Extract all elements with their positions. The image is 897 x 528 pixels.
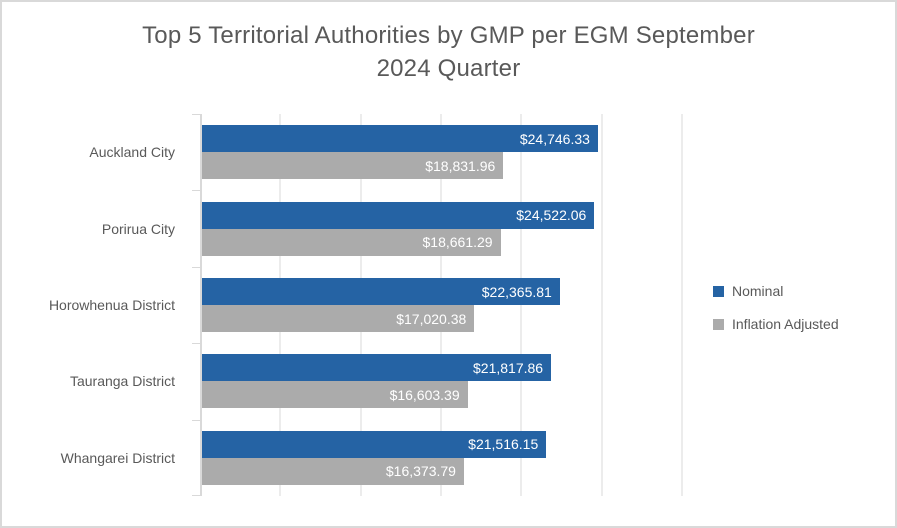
axis-tick bbox=[192, 266, 200, 268]
bar-nominal: $21,817.86 bbox=[202, 354, 552, 382]
category-label: Porirua City bbox=[101, 220, 175, 237]
axis-tick bbox=[192, 343, 200, 345]
chart-title-line-1: Top 5 Territorial Authorities by GMP per… bbox=[142, 22, 755, 49]
axis-tick bbox=[192, 114, 200, 115]
bar-group: $21,817.86 $16,603.39 bbox=[202, 343, 682, 419]
category-label: Auckland City bbox=[89, 144, 175, 161]
legend-label: Nominal bbox=[732, 283, 784, 299]
data-label: $24,522.06 bbox=[516, 207, 587, 224]
axis-tick bbox=[192, 419, 200, 421]
legend-swatch-icon bbox=[713, 285, 724, 297]
category-label: Horowhenua District bbox=[48, 297, 175, 314]
category-axis-labels: Auckland City Porirua City Horowhenua Dist… bbox=[2, 114, 188, 496]
bar-inflation-adjusted: $18,661.29 bbox=[202, 228, 501, 256]
legend: Nominal Inflation Adjusted bbox=[713, 283, 839, 332]
bar-group: $21,516.15 $16,373.79 bbox=[202, 420, 682, 496]
category-axis-line bbox=[200, 114, 202, 496]
data-label: $18,661.29 bbox=[422, 234, 493, 251]
bar-inflation-adjusted: $16,603.39 bbox=[202, 381, 468, 409]
gridline-30000 bbox=[681, 114, 683, 496]
bar-nominal: $24,746.33 bbox=[202, 125, 598, 153]
data-label: $17,020.38 bbox=[396, 310, 467, 327]
legend-swatch-icon bbox=[713, 318, 724, 330]
bar-group: $22,365.81 $17,020.38 bbox=[202, 267, 682, 343]
category-label: Tauranga District bbox=[69, 373, 175, 390]
axis-tick bbox=[192, 495, 200, 496]
bar-nominal: $24,522.06 bbox=[202, 201, 595, 229]
axis-tick bbox=[192, 190, 200, 192]
bar-nominal: $22,365.81 bbox=[202, 278, 560, 306]
legend-item-inflation-adjusted: Inflation Adjusted bbox=[713, 316, 839, 332]
data-label: $24,746.33 bbox=[519, 130, 590, 147]
data-label: $16,603.39 bbox=[389, 386, 460, 403]
bar-group: $24,522.06 $18,661.29 bbox=[202, 190, 682, 266]
legend-label: Inflation Adjusted bbox=[732, 316, 839, 332]
data-label: $18,831.96 bbox=[425, 157, 496, 174]
chart-title-line-2: 2024 Quarter bbox=[376, 55, 521, 82]
data-label: $22,365.81 bbox=[481, 283, 552, 300]
chart-title: Top 5 Territorial Authorities by GMP per… bbox=[2, 19, 895, 85]
bar-inflation-adjusted: $17,020.38 bbox=[202, 305, 475, 333]
bar-nominal: $21,516.15 bbox=[202, 430, 547, 458]
category-label: Whangarei District bbox=[60, 449, 175, 466]
bar-group: $24,746.33 $18,831.96 bbox=[202, 114, 682, 190]
bar-inflation-adjusted: $16,373.79 bbox=[202, 457, 464, 485]
plot-area: $24,746.33 $18,831.96 $24,522.06 $18,661.29… bbox=[192, 114, 683, 496]
bar-inflation-adjusted: $18,831.96 bbox=[202, 152, 504, 180]
data-label: $21,516.15 bbox=[468, 436, 539, 453]
bar-series-container: $24,746.33 $18,831.96 $24,522.06 $18,661.29… bbox=[202, 114, 682, 496]
data-label: $21,817.86 bbox=[473, 359, 544, 376]
legend-item-nominal: Nominal bbox=[713, 283, 839, 299]
data-label: $16,373.79 bbox=[385, 463, 456, 480]
gridline-25000 bbox=[601, 114, 603, 496]
